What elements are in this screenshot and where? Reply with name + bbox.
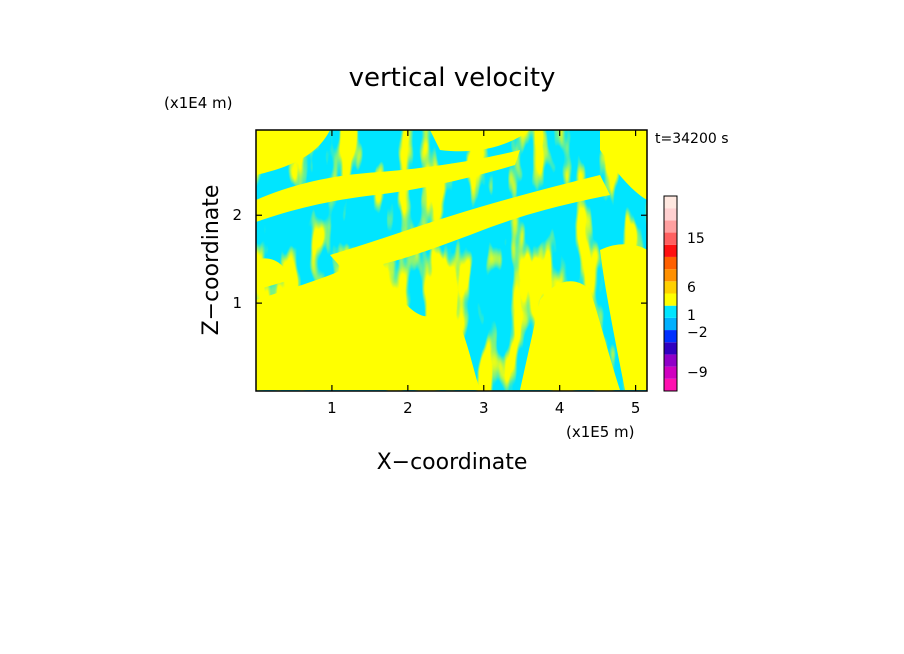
- colorbar-segment: [664, 256, 677, 270]
- colorbar-segment: [664, 354, 677, 367]
- colorbar-label: −9: [687, 365, 708, 381]
- colorbar-segment: [664, 208, 677, 221]
- plot-frame: [255, 129, 648, 392]
- y-axis-ticks: 12: [232, 206, 647, 312]
- time-label: t=34200 s: [655, 131, 729, 147]
- x-unit-label: (x1E5 m): [566, 423, 635, 441]
- chart-title: vertical velocity: [349, 63, 556, 93]
- x-tick-label: 3: [479, 399, 489, 417]
- y-tick-label: 2: [232, 206, 242, 224]
- x-tick-label: 5: [631, 399, 641, 417]
- y-unit-label: (x1E4 m): [164, 94, 233, 112]
- x-axis-ticks: 1 2 3 4 5: [327, 130, 640, 417]
- y-tick-label: 1: [232, 294, 242, 312]
- colorbar-segment: [664, 305, 677, 318]
- colorbar-segment: [664, 244, 677, 257]
- velocity-field-speckle: [256, 130, 647, 391]
- y-axis-label: Z−coordinate: [199, 185, 224, 336]
- colorbar-segment: [664, 269, 677, 282]
- x-axis-label: X−coordinate: [377, 450, 528, 475]
- colorbar-segment: [664, 378, 677, 391]
- colorbar-segment: [664, 220, 677, 233]
- colorbar-label: 1: [687, 308, 696, 324]
- colorbar: 15 6 1−2 −9: [663, 195, 708, 392]
- colorbar-frame: [663, 195, 678, 392]
- colorbar-segment: [664, 330, 677, 343]
- colorbar-label: 15: [687, 231, 705, 247]
- colorbar-segment: [664, 281, 677, 294]
- colorbar-segment: [664, 196, 677, 209]
- colorbar-segment: [664, 366, 677, 379]
- colorbar-segment: [664, 342, 677, 355]
- x-tick-label: 1: [327, 399, 337, 417]
- colorbar-segment: [664, 232, 677, 245]
- x-tick-label: 2: [403, 399, 413, 417]
- colorbar-label: 6: [687, 280, 696, 296]
- colorbar-segment: [664, 293, 677, 306]
- x-tick-label: 4: [555, 399, 565, 417]
- colorbar-label: −2: [687, 325, 708, 341]
- colorbar-segment: [664, 317, 677, 331]
